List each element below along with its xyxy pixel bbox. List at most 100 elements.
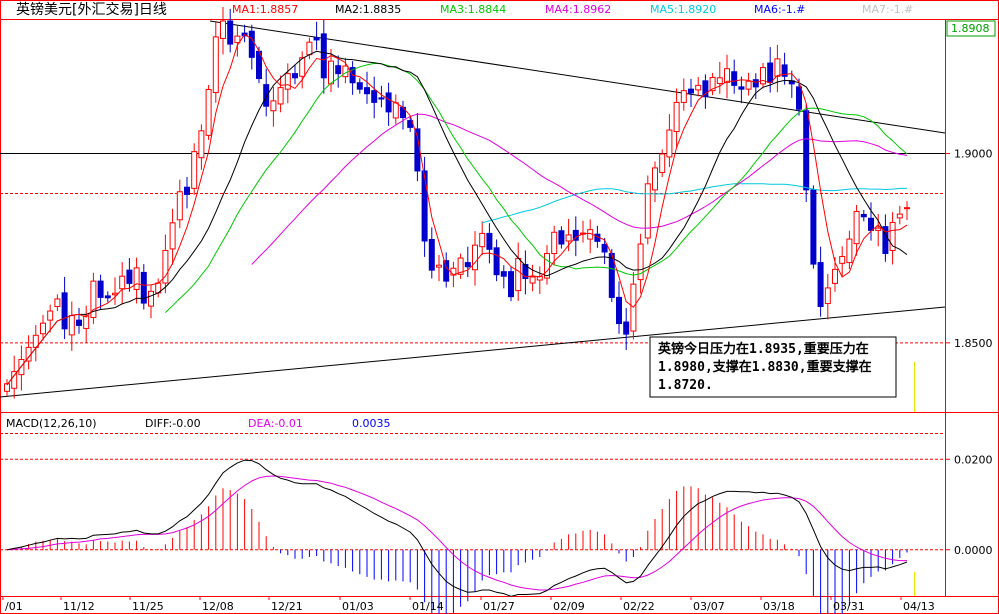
time-tick-label: 01/27 — [483, 600, 515, 613]
ma5-line — [482, 183, 907, 224]
candle-body — [752, 79, 759, 88]
candle-body — [875, 227, 882, 231]
candle-body — [126, 269, 133, 284]
candle-body — [212, 36, 219, 94]
price-axis-ticks: 1.9000 1.8500 — [945, 148, 993, 350]
candle-body — [364, 87, 370, 95]
candle-body — [565, 234, 572, 242]
candle-body — [97, 280, 104, 298]
candle-body — [277, 87, 284, 105]
candle-body — [472, 244, 478, 271]
candle-body — [738, 86, 745, 90]
macd-diff: DIFF:-0.00 — [145, 417, 201, 430]
candle-body — [652, 167, 658, 191]
candle-body — [205, 89, 212, 136]
macd-reference-lines — [0, 433, 945, 551]
candle-body — [270, 100, 277, 112]
time-tick-label: 02/09 — [553, 600, 585, 613]
candle-body — [666, 129, 673, 158]
macd-axis-ticks: 0.0200 0.0000 — [945, 453, 993, 557]
candle-body — [40, 322, 46, 335]
candle-body — [644, 183, 651, 239]
time-tick-label: 03/07 — [693, 600, 725, 613]
candle-body — [695, 84, 702, 91]
current-price-badge: 1.8908 — [951, 22, 990, 35]
candle-body — [133, 267, 140, 290]
candle-body — [335, 65, 342, 75]
candle-body — [234, 35, 241, 44]
candle-body — [637, 243, 644, 281]
macd-lines — [6, 459, 908, 597]
ma3-line — [165, 62, 908, 313]
candle-body — [436, 264, 442, 268]
candle-body — [104, 295, 111, 299]
chart-title: 英镑美元[外汇交易]日线 — [16, 1, 167, 18]
macd-dea: DEA:-0.01 — [248, 417, 303, 430]
candle-body — [760, 67, 766, 85]
candle-body — [868, 217, 874, 231]
candle-body — [54, 298, 61, 307]
macd-name: MACD(12,26,10) — [6, 417, 97, 430]
candle-body — [551, 231, 558, 254]
candle-body — [378, 97, 385, 100]
candle-body — [11, 371, 18, 389]
candlesticks — [4, 6, 910, 399]
price-tick-label: 1.8500 — [954, 337, 993, 350]
candle-body — [184, 186, 190, 195]
ma-label-4: MA4:1.8962 — [545, 3, 611, 16]
candle-body — [263, 84, 270, 107]
candle-body — [227, 20, 234, 45]
candle-body — [191, 151, 198, 189]
candle-body — [716, 77, 723, 84]
candle-body — [493, 247, 500, 276]
candle-body — [558, 230, 565, 245]
candle-body — [356, 82, 363, 90]
candle-body — [832, 268, 838, 284]
candle-body — [860, 213, 867, 218]
candle-body — [414, 128, 421, 172]
candle-body — [421, 170, 428, 242]
macd-tick-label: 0.0000 — [954, 544, 993, 557]
resistance-trendline — [209, 20, 946, 134]
time-axis-labels: /01 11/12 11/25 12/08 12/21 01/03 01/14 01/27 02… — [2, 596, 935, 613]
annotation-line-1: 英镑今日压力在1.8935,重要压力在 — [657, 341, 869, 357]
candle-body — [803, 110, 810, 191]
ma-label-6: MA6:-1.# — [754, 3, 805, 16]
candle-body — [140, 271, 147, 304]
candle-body — [198, 130, 205, 159]
candle-body — [839, 256, 846, 264]
ma-label-2: MA2:1.8835 — [335, 3, 401, 16]
support-trendline — [0, 306, 946, 398]
candle-body — [464, 262, 471, 268]
time-tick-label: 02/22 — [623, 600, 655, 613]
candle-body — [457, 257, 464, 275]
candle-body — [284, 73, 291, 90]
candle-body — [781, 64, 788, 77]
candle-body — [796, 86, 802, 110]
trend-lines — [0, 20, 946, 398]
candle-body — [83, 315, 90, 329]
annotation-line-2: 1.8980,支撑在1.8830,重要支撑在 — [658, 359, 872, 375]
candle-body — [47, 310, 54, 321]
ma-label-1: MA1:1.8857 — [232, 3, 298, 16]
candle-body — [292, 73, 298, 79]
candle-body — [119, 275, 126, 290]
candle-body — [601, 243, 608, 253]
ma-label-5: MA5:1.8920 — [650, 3, 716, 16]
moving-average-lines — [6, 33, 908, 386]
ma1-line — [6, 33, 908, 386]
candle-body — [896, 213, 903, 219]
candle-body — [572, 229, 579, 241]
candle-body — [767, 62, 774, 83]
time-tick-label: 11/25 — [132, 600, 164, 613]
candle-body — [616, 296, 622, 325]
candle-body — [846, 238, 853, 264]
candle-body — [162, 249, 169, 284]
candle-body — [810, 189, 817, 265]
candle-body — [320, 33, 327, 79]
time-tick-label: 12/08 — [202, 600, 234, 613]
candle-body — [428, 238, 435, 271]
macd-histogram — [13, 486, 908, 614]
diff-line — [6, 459, 908, 597]
